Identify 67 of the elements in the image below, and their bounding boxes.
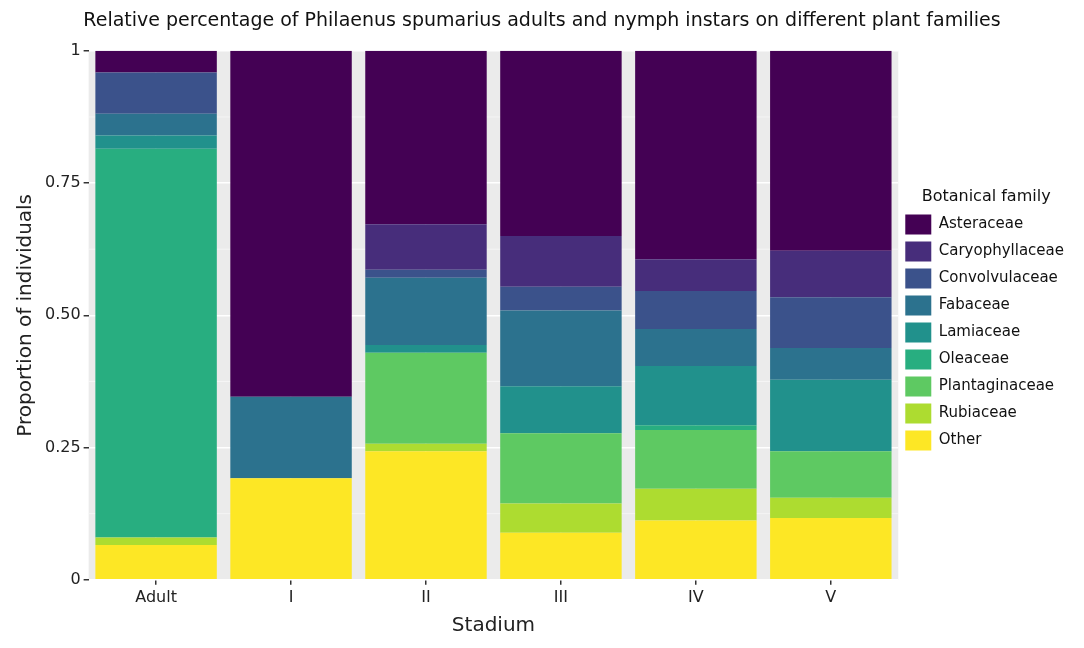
x-tick-label: I [288, 586, 294, 606]
x-axis-title: Stadium [451, 612, 536, 637]
y-tick-label: 0.75 [45, 172, 81, 192]
bar [770, 517, 892, 580]
bar [500, 433, 622, 504]
bar [365, 50, 487, 225]
bar [770, 50, 892, 251]
bar [230, 478, 352, 580]
x-tick-label: Adult [135, 586, 177, 606]
legend-label: Fabaceae [938, 295, 1010, 314]
y-tick-label: 1 [70, 39, 81, 59]
chart-title: Relative percentage of Philaenus spumarius adults and nymph instars on different plant families [83, 8, 1001, 31]
bar [770, 497, 892, 518]
bar [365, 344, 487, 353]
bar [95, 113, 217, 136]
bar [635, 366, 757, 426]
bar [635, 488, 757, 521]
bar [95, 135, 217, 149]
x-tick-label: II [421, 586, 431, 606]
legend-label: Rubiaceae [938, 403, 1017, 422]
legend-label: Oleaceae [938, 349, 1010, 368]
bar [500, 235, 622, 287]
bar [770, 250, 892, 298]
y-tick-label: 0.50 [45, 304, 81, 324]
bar [635, 329, 757, 367]
bar [770, 379, 892, 452]
bar [230, 396, 352, 479]
bar [95, 148, 217, 538]
legend-label: Plantaginaceae [938, 376, 1055, 395]
bar [500, 503, 622, 533]
y-tick-label: 0.25 [45, 436, 81, 456]
bar [635, 425, 757, 431]
legend-label: Convolvulaceae [938, 268, 1058, 287]
y-axis-title: Proportion of individuals [12, 193, 37, 437]
bar [770, 451, 892, 498]
bar [500, 532, 622, 580]
legend-title: Botanical family [921, 185, 1051, 205]
x-tick-label: IV [688, 586, 704, 606]
bar [770, 297, 892, 349]
legend-label: Asteraceae [938, 214, 1024, 233]
x-tick-label: V [825, 586, 837, 606]
bar [365, 443, 487, 452]
y-tick-label: 0 [70, 568, 81, 588]
bar [365, 269, 487, 278]
bar [635, 430, 757, 489]
bar [365, 224, 487, 270]
bar [635, 520, 757, 580]
bar [635, 259, 757, 291]
bar [500, 310, 622, 387]
bar [365, 277, 487, 345]
bar [95, 50, 217, 73]
bar [95, 544, 217, 580]
bar [500, 286, 622, 311]
legend-label: Lamiaceae [938, 322, 1021, 341]
legend-label: Other [938, 430, 983, 449]
x-tick-label: III [553, 586, 568, 606]
bar [95, 537, 217, 545]
bar [500, 50, 622, 236]
bar [635, 50, 757, 260]
bar [230, 50, 352, 397]
bar [500, 386, 622, 434]
bar [770, 348, 892, 380]
bar [365, 352, 487, 444]
legend-label: Caryophyllaceae [938, 241, 1064, 260]
bar [365, 451, 487, 580]
bar [95, 72, 217, 114]
bar [635, 290, 757, 330]
